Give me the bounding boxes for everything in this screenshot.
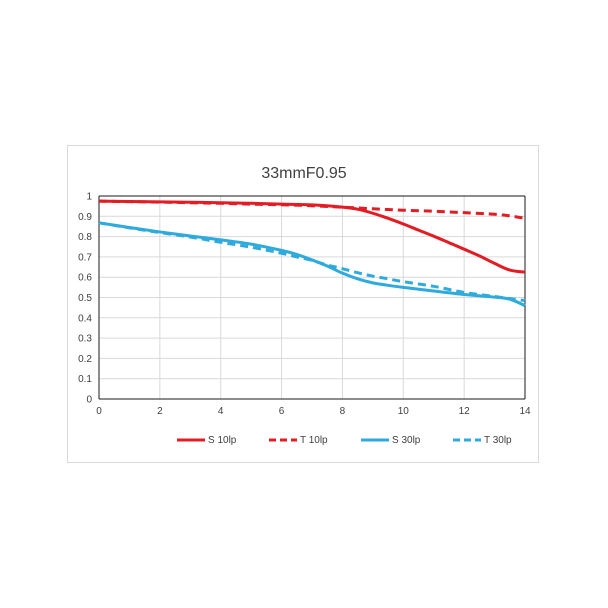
y-tick-label: 0.6	[78, 273, 92, 284]
legend-label: S 10lp	[208, 435, 237, 446]
x-tick-label: 10	[398, 406, 410, 417]
x-tick-label: 6	[279, 406, 285, 417]
series-line-s-10lp	[98, 199, 526, 274]
y-tick-label: 0.3	[78, 334, 92, 345]
legend-label: S 30lp	[392, 435, 421, 446]
legend-item-t-30lp: T 30lp	[453, 435, 512, 446]
chart-frame: 33mmF0.95 0 2 4 6 8 10 12 14 0 0.1 0.2 0.3 0.4 0.5 0.6…	[67, 145, 539, 463]
legend-label: T 10lp	[300, 435, 328, 446]
x-tick-label: 2	[157, 406, 163, 417]
legend-label: T 30lp	[484, 435, 512, 446]
y-tick-label: 0.8	[78, 232, 92, 243]
x-tick-label: 4	[218, 406, 224, 417]
y-tick-label: 0.5	[78, 293, 92, 304]
grid-layer	[98, 195, 526, 400]
y-tick-label: 0.7	[78, 252, 92, 263]
x-tick-label: 14	[519, 406, 531, 417]
axis-layer: 0 2 4 6 8 10 12 14 0 0.1 0.2 0.3 0.4 0.5 0.6 0.7 0.8 0.9 1	[78, 192, 531, 418]
legend: S 10lp T 10lp S 30lp T 30lp	[177, 435, 512, 446]
y-tick-label: 0.2	[78, 354, 92, 365]
y-tick-label: 0.9	[78, 212, 92, 223]
series-layer	[98, 199, 526, 308]
legend-item-s-30lp: S 30lp	[361, 435, 421, 446]
y-tick-label: 0.4	[78, 313, 92, 324]
series-line-t-30lp	[98, 221, 526, 303]
legend-item-t-10lp: T 10lp	[269, 435, 328, 446]
series-line-t-10lp	[98, 199, 526, 220]
chart-title: 33mmF0.95	[261, 165, 346, 182]
mtf-chart: 33mmF0.95 0 2 4 6 8 10 12 14 0 0.1 0.2 0.3 0.4 0.5 0.6…	[78, 165, 531, 446]
y-tick-label: 0.1	[78, 374, 92, 385]
y-tick-label: 1	[86, 192, 92, 203]
y-tick-label: 0	[86, 395, 92, 406]
x-tick-label: 0	[96, 406, 102, 417]
legend-item-s-10lp: S 10lp	[177, 435, 237, 446]
x-tick-label: 8	[340, 406, 346, 417]
x-tick-label: 12	[459, 406, 471, 417]
